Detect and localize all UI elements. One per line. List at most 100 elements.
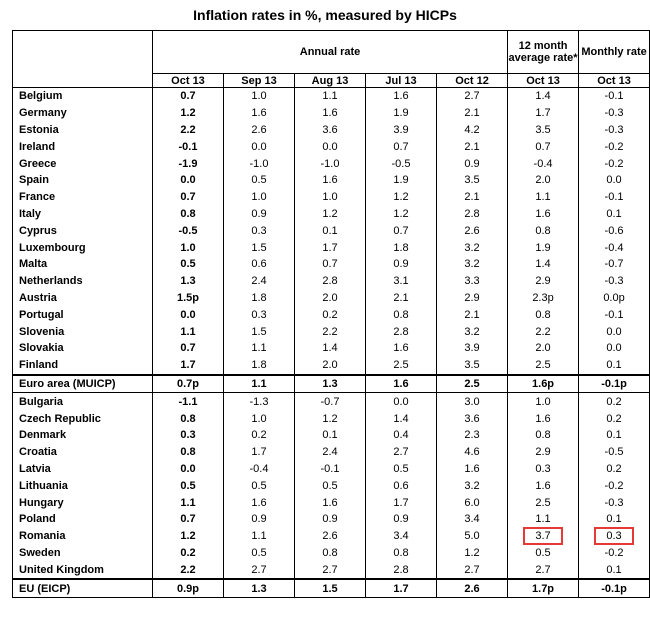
table-row: Bulgaria -1.1 -1.3 -0.7 0.0 3.0 1.0 0.2 [12,392,650,411]
country-name: Slovenia [12,323,153,340]
rate-cell: 0.3 [223,222,295,240]
highlight-box: 0.3 [594,527,635,546]
rate-cell: 1.1 [223,373,295,394]
rate-cell: 2.3p [507,289,580,307]
rate-cell: -1.0 [223,155,295,172]
table-row: Lithuania 0.5 0.5 0.5 0.6 3.2 1.6 -0.2 [12,477,650,495]
country-name: Romania [12,527,153,545]
rate-cell: 1.1 [152,494,224,511]
rate-cell: 1.2 [294,410,366,427]
rate-cell: 0.5 [507,544,580,562]
rate-cell: 1.6 [294,104,366,122]
rate-cell: 1.4 [365,410,437,427]
rate-cell: 2.4 [294,443,366,461]
country-name: Sweden [12,544,153,562]
rate-cell: -0.5 [578,443,650,461]
rate-cell: -0.1 [578,87,650,105]
rate-cell: 0.8 [294,544,366,562]
rate-cell: 3.2 [435,239,509,256]
country-name: Bulgaria [12,392,153,411]
rate-cell: 1.6p [507,373,580,394]
rate-cell: 1.0 [223,410,295,427]
rate-cell: 0.1 [578,510,650,528]
country-name: Denmark [12,426,153,444]
rate-cell: 1.9 [365,104,437,122]
rate-cell: 0.2 [578,460,650,478]
rate-cell: 0.5 [365,460,437,478]
subheader-aug13: Aug 13 [294,73,366,88]
country-name: Greece [12,155,153,172]
rate-cell: 0.7 [152,339,224,357]
subheader-oct12: Oct 12 [435,73,509,88]
rate-cell: 1.6 [507,410,580,427]
rate-cell: 2.7 [365,443,437,461]
rate-cell: 0.2 [578,410,650,427]
rate-cell: 2.8 [294,272,366,290]
rate-cell: 0.8 [152,443,224,461]
rate-cell: 0.7 [365,222,437,240]
rate-cell: 0.0p [578,289,650,307]
rate-cell: 0.9 [294,510,366,528]
rate-cell: 0.0 [365,392,437,411]
rate-cell: 0.1 [294,222,366,240]
rate-cell: 1.5 [223,239,295,256]
rate-cell: 1.7 [365,494,437,511]
rate-cell: 3.0 [435,392,509,411]
rate-cell: 1.8 [223,356,295,376]
rate-cell: -0.1 [578,306,650,324]
rate-cell: 0.3 [223,306,295,324]
rate-cell: -0.2 [578,477,650,495]
subheader-monthly-oct13: Oct 13 [578,73,650,88]
rate-cell: -0.4 [223,460,295,478]
rate-cell: 1.8 [223,289,295,307]
rate-cell: 1.1 [223,527,295,545]
country-name: France [12,188,153,206]
rate-cell: -0.2 [578,544,650,562]
rate-cell: 1.7 [294,239,366,256]
rate-cell: 1.7 [365,578,437,598]
rate-cell: 1.0 [294,188,366,206]
rate-cell: 1.7p [507,578,580,598]
rate-cell: 0.1 [578,561,650,580]
rate-cell: 0.6 [223,255,295,273]
rate-cell: -0.3 [578,104,650,122]
rate-cell: 0.0 [152,460,224,478]
rate-cell: 2.1 [365,289,437,307]
subheader-avg-oct13: Oct 13 [507,73,580,88]
table-row: France 0.7 1.0 1.0 1.2 2.1 1.1 -0.1 [12,188,650,206]
country-name: Portugal [12,306,153,324]
rate-cell: -0.3 [578,272,650,290]
country-name: Malta [12,255,153,273]
table-row: United Kingdom 2.2 2.7 2.7 2.8 2.7 2.7 0.1 [12,561,650,580]
rate-cell: 2.0 [507,339,580,357]
table-row: Czech Republic 0.8 1.0 1.2 1.4 3.6 1.6 0.2 [12,410,650,427]
rate-cell: 0.2 [578,392,650,411]
subheader-jul13: Jul 13 [365,73,437,88]
rate-cell: 3.9 [365,121,437,139]
rate-cell: 2.8 [435,205,509,223]
rate-cell: 2.7 [294,561,366,580]
rate-cell: 0.5 [223,544,295,562]
rate-cell: 0.9 [223,510,295,528]
rate-cell: 2.6 [435,578,509,598]
country-name: Luxembourg [12,239,153,256]
table-row: Croatia 0.8 1.7 2.4 2.7 4.6 2.9 -0.5 [12,443,650,461]
rate-cell: 4.6 [435,443,509,461]
rate-cell: 3.4 [435,510,509,528]
rate-cell: 0.8 [507,426,580,444]
country-name: Germany [12,104,153,122]
rate-cell: -1.1 [152,392,224,411]
country-name: Austria [12,289,153,307]
table-title: Inflation rates in %, measured by HICPs [193,7,457,23]
rate-cell: 2.6 [435,222,509,240]
country-name: Estonia [12,121,153,139]
rate-cell: 2.5 [507,494,580,511]
table-row: Hungary 1.1 1.6 1.6 1.7 6.0 2.5 -0.3 [12,494,650,511]
rate-cell: 0.3 [507,460,580,478]
rate-cell: 0.5 [223,171,295,189]
rate-cell: 3.6 [435,410,509,427]
rate-cell: -0.5 [152,222,224,240]
table-row: Poland 0.7 0.9 0.9 0.9 3.4 1.1 0.1 [12,510,650,528]
rate-cell: 1.4 [507,87,580,105]
rate-cell: 0.9p [152,578,224,598]
